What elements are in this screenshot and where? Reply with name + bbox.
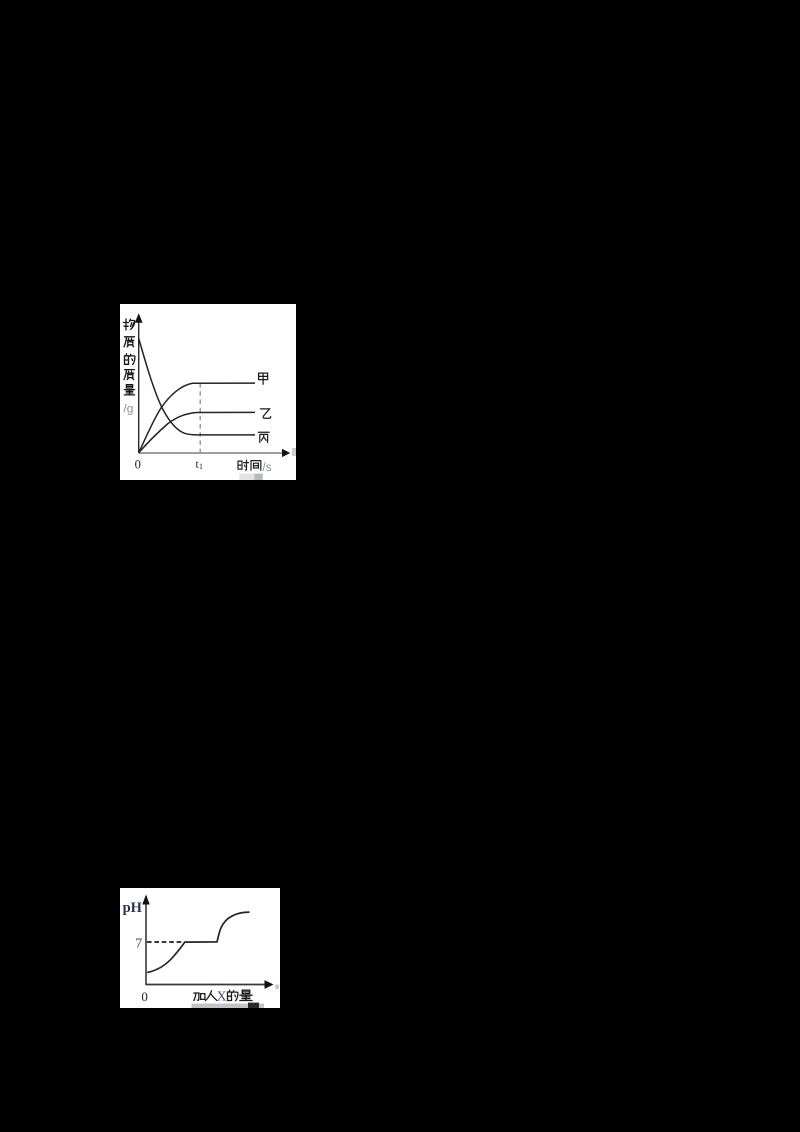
svg-text:pH: pH (123, 900, 143, 916)
svg-text:0: 0 (135, 458, 141, 472)
svg-text:0: 0 (141, 989, 148, 1004)
svg-text:1: 1 (199, 462, 203, 471)
svg-text:/g: /g (123, 402, 133, 416)
svg-text:7: 7 (135, 937, 142, 952)
svg-text:t: t (196, 459, 200, 471)
svg-text:/s: /s (263, 462, 272, 474)
svg-text:X: X (217, 988, 227, 1003)
